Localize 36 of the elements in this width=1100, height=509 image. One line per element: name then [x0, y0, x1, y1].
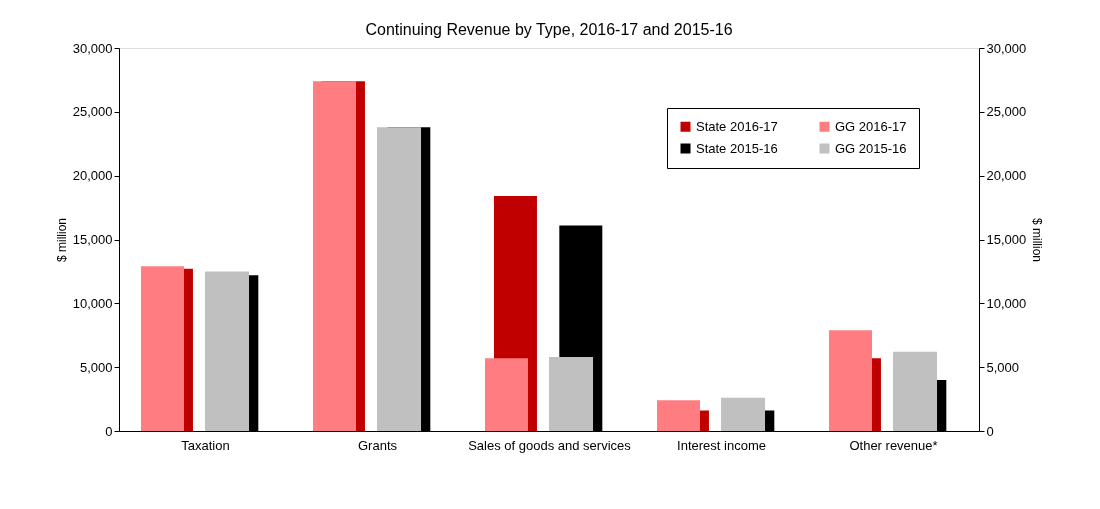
- y-tick-label: 20,000: [72, 168, 113, 184]
- legend-label: GG 2015-16: [835, 140, 907, 156]
- y-tick-label: 25,000: [72, 104, 113, 120]
- y2-tick-label: 0: [986, 423, 994, 439]
- y-tick-label: 30,000: [72, 40, 113, 56]
- bar: [657, 400, 701, 431]
- x-tick-label: Taxation: [181, 437, 230, 453]
- bar: [893, 351, 938, 431]
- legend-label: State 2016-17: [696, 118, 778, 134]
- y-tick-label: 0: [105, 423, 113, 439]
- x-tick-label: Interest income: [677, 437, 766, 453]
- bar: [205, 271, 250, 431]
- y2-tick-label: 25,000: [986, 104, 1027, 120]
- x-tick-label: Grants: [357, 437, 398, 453]
- x-tick-label: Other revenue*: [849, 437, 938, 453]
- legend-label: GG 2016-17: [835, 118, 907, 134]
- bar: [549, 356, 594, 431]
- bar: [377, 127, 422, 431]
- bar: [313, 81, 357, 431]
- chart-title: Continuing Revenue by Type, 2016-17 and 2015-16: [365, 21, 733, 38]
- bar: [485, 358, 529, 431]
- y-tick-label: 10,000: [72, 295, 113, 311]
- legend-label: State 2015-16: [696, 140, 778, 156]
- bar: [721, 397, 766, 431]
- y2-tick-label: 10,000: [986, 295, 1027, 311]
- y-tick-label: 15,000: [72, 232, 113, 247]
- y2-tick-label: 15,000: [986, 232, 1027, 247]
- y2-tick-label: 5,000: [986, 359, 1020, 375]
- y2-tick-label: 30,000: [986, 40, 1027, 56]
- y2-tick-label: 20,000: [986, 168, 1027, 184]
- bar: [141, 266, 185, 431]
- y2-axis-title: $ million: [1030, 217, 1045, 263]
- x-tick-label: Sales of goods and services: [468, 437, 632, 453]
- bar: [829, 330, 873, 431]
- y-axis-title: $ million: [54, 217, 69, 263]
- y-tick-label: 5,000: [79, 359, 113, 375]
